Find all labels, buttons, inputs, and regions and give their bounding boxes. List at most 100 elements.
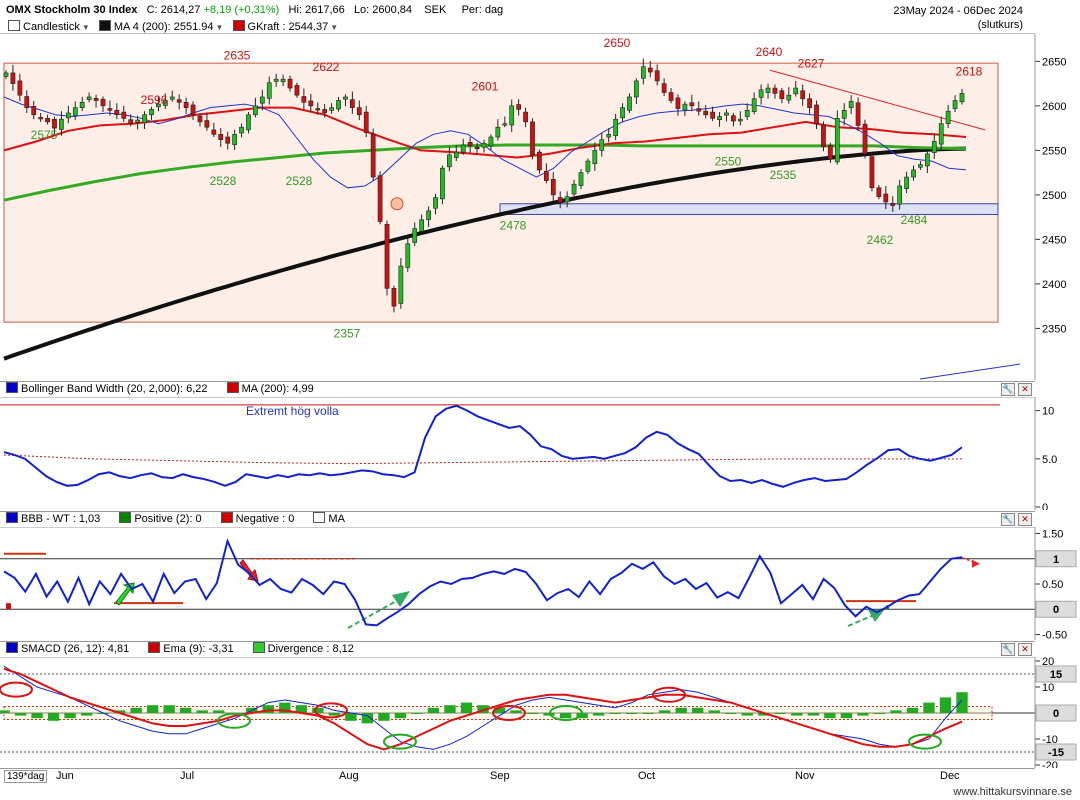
divergence-bar xyxy=(113,710,126,713)
ma-red-line xyxy=(3,106,967,159)
candle-body xyxy=(703,110,709,116)
divergence-bar xyxy=(543,713,555,716)
bbw-legend[interactable]: Bollinger Band Width (20, 2,000): 6,22 xyxy=(21,383,208,395)
divergence-bar xyxy=(675,707,687,713)
legend-gkraft[interactable]: GKraft : 2544.37 xyxy=(247,21,329,33)
y-tick-label: 10 xyxy=(1042,406,1054,418)
candle-body xyxy=(190,104,196,116)
panel-settings-icon[interactable]: 🔧 xyxy=(1001,513,1015,526)
candle-body xyxy=(828,145,833,160)
ma-legend[interactable]: MA xyxy=(328,513,345,525)
price-label: 2535 xyxy=(770,168,797,182)
candle-body xyxy=(654,70,660,82)
candle-body xyxy=(772,87,778,94)
price-label: 2627 xyxy=(798,57,825,71)
divergence-bar xyxy=(14,713,27,716)
candle-body xyxy=(793,87,799,95)
candle-body xyxy=(419,219,425,232)
legend-ma200[interactable]: MA 4 (200): 2551.94 xyxy=(113,21,214,33)
candlestick-swatch xyxy=(8,20,20,31)
ema-legend[interactable]: Ema (9): -3,31 xyxy=(163,643,234,655)
divergence-bar xyxy=(31,713,43,719)
divergence-bar xyxy=(80,713,93,716)
candle-body xyxy=(350,99,355,108)
y-tick-label: -0.50 xyxy=(1042,629,1067,640)
candle-body xyxy=(945,110,951,124)
candle-body xyxy=(952,100,958,109)
positive-legend[interactable]: Positive (2): 0 xyxy=(134,513,202,525)
trend-arrow-head xyxy=(392,591,410,607)
index-title: OMX Stockholm 30 Index xyxy=(6,4,138,16)
panel-settings-icon[interactable]: 🔧 xyxy=(1001,383,1015,396)
smacd-legend[interactable]: SMACD (26, 12): 4,81 xyxy=(21,643,130,655)
candle-body xyxy=(3,72,9,77)
legend-candlestick[interactable]: Candlestick xyxy=(23,21,80,33)
candle-body xyxy=(45,118,50,123)
candle-body xyxy=(176,99,182,103)
panel-close-icon[interactable]: ✕ xyxy=(1018,383,1032,396)
chevron-down-icon[interactable]: ▼ xyxy=(330,23,339,32)
price-label: 2550 xyxy=(715,154,742,168)
candle-body xyxy=(668,92,674,101)
divergence-bar xyxy=(477,705,489,713)
divergence-bar xyxy=(807,713,820,716)
candle-body xyxy=(301,96,307,103)
candle-body xyxy=(821,124,826,148)
y-tick-label: 0.50 xyxy=(1042,579,1063,591)
candle-body xyxy=(717,116,722,120)
negative-legend[interactable]: Negative : 0 xyxy=(235,513,295,525)
candle-body xyxy=(370,133,376,178)
candle-body xyxy=(121,111,127,119)
value-tag xyxy=(1035,550,1077,568)
divergence-bar xyxy=(312,707,324,713)
divergence-bar xyxy=(146,705,159,713)
month-jun: Jun xyxy=(56,770,74,782)
candle-body xyxy=(620,107,625,119)
divergence-bar xyxy=(609,713,621,714)
bbb-line xyxy=(3,538,963,627)
chevron-down-icon[interactable]: ▼ xyxy=(81,23,90,32)
divergence-bar xyxy=(625,713,638,714)
y-tick-label: 2400 xyxy=(1042,279,1066,291)
bbw-ma-legend[interactable]: MA (200): 4,99 xyxy=(241,383,314,395)
price-label: 2462 xyxy=(867,233,894,247)
trend-arrow-head xyxy=(868,609,885,622)
candle-body xyxy=(564,196,570,203)
divergence-legend[interactable]: Divergence : 8,12 xyxy=(267,643,354,655)
candle-body xyxy=(280,78,286,83)
candle-body xyxy=(398,265,404,304)
candle-body xyxy=(93,97,99,101)
value-tag-text: -15 xyxy=(1048,747,1064,759)
chevron-down-icon[interactable]: ▼ xyxy=(215,23,224,32)
divergence-bar xyxy=(725,713,737,714)
y-tick-label: 10 xyxy=(1042,682,1054,694)
price-chart[interactable]: 2350 2400 2450 2500 2550 2600 2650 2635 2622 2596… xyxy=(0,34,1080,380)
candle-body xyxy=(211,129,217,135)
bbb-legend[interactable]: BBB - WT : 1,03 xyxy=(21,513,101,525)
divergence-bar xyxy=(427,707,440,713)
candle-body xyxy=(661,83,667,93)
panel-settings-icon[interactable]: 🔧 xyxy=(1001,643,1015,656)
candle-body xyxy=(647,67,653,73)
divergence-bar xyxy=(361,713,374,724)
value-tag-text: 15 xyxy=(1050,669,1062,681)
divergence-bar xyxy=(196,710,208,713)
candle-body xyxy=(495,126,501,138)
candle-body xyxy=(550,178,556,196)
close-value: C: 2614,27 xyxy=(146,4,201,16)
divergence-bar xyxy=(180,707,192,713)
footer-url[interactable]: www.hittakursvinnare.se xyxy=(953,786,1072,798)
positive-swatch xyxy=(119,512,132,523)
negative-bar xyxy=(6,603,11,610)
candle-body xyxy=(890,203,896,206)
ma200-line xyxy=(3,146,967,361)
panel-close-icon[interactable]: ✕ xyxy=(1018,513,1032,526)
candle-body xyxy=(876,187,882,197)
bbw-swatch xyxy=(6,382,18,393)
divergence-bar xyxy=(526,713,539,714)
panel-close-icon[interactable]: ✕ xyxy=(1018,643,1032,656)
divergence-bar xyxy=(64,713,76,719)
candle-body xyxy=(86,96,92,100)
candle-body xyxy=(142,114,147,124)
